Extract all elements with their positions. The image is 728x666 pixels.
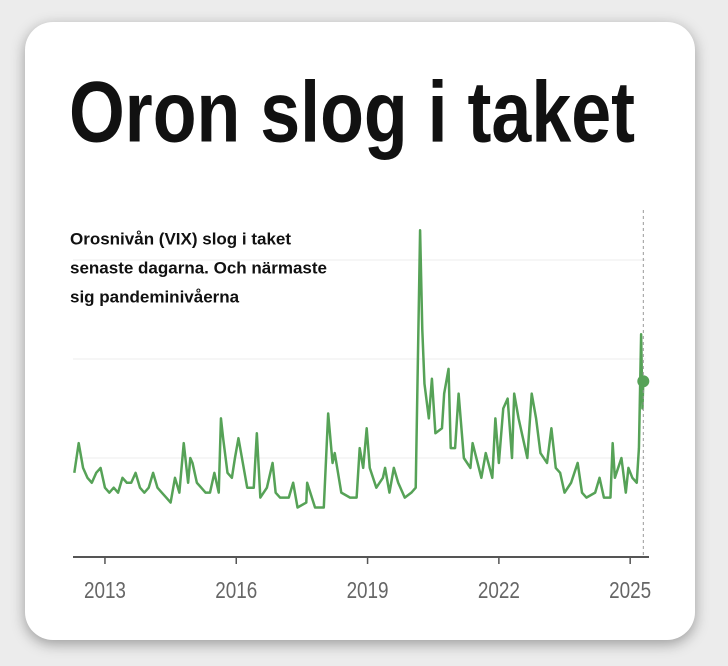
last-point	[637, 375, 650, 388]
vix-line	[73, 229, 645, 509]
x-tick-label: 2022	[478, 577, 520, 603]
card	[25, 22, 695, 640]
x-tick-label: 2019	[347, 577, 389, 603]
x-tick-label: 2016	[215, 577, 257, 603]
x-tick-label: 2013	[84, 577, 126, 603]
x-tick-label: 2025	[609, 577, 651, 603]
annotation: sig pandeminivåerna	[70, 287, 240, 306]
chart-title: Oron slog i taket	[69, 65, 635, 161]
annotation: senaste dagarna. Och närmaste	[70, 258, 327, 277]
annotation: Orosnivån (VIX) slog i taket	[70, 229, 291, 248]
